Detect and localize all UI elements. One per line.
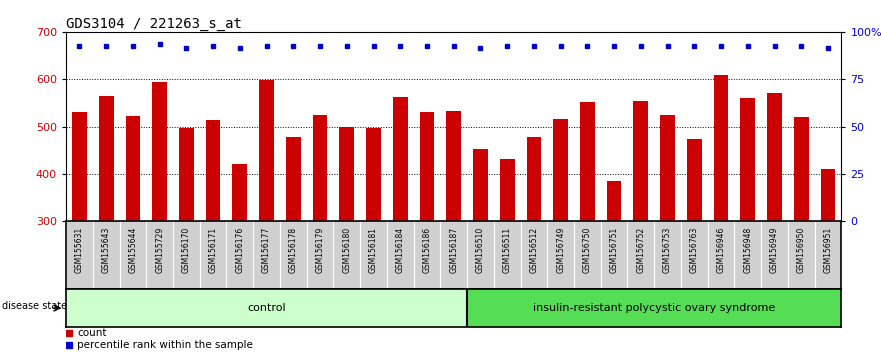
Bar bbox=[527, 137, 541, 221]
Bar bbox=[820, 169, 835, 221]
Text: GSM156511: GSM156511 bbox=[503, 227, 512, 273]
Text: GDS3104 / 221263_s_at: GDS3104 / 221263_s_at bbox=[66, 17, 242, 31]
Bar bbox=[393, 97, 408, 221]
Bar bbox=[339, 127, 354, 221]
Bar bbox=[467, 289, 841, 327]
Bar bbox=[447, 112, 461, 221]
Bar bbox=[259, 80, 274, 221]
Bar bbox=[72, 112, 87, 221]
Bar bbox=[794, 116, 809, 221]
Text: GSM155729: GSM155729 bbox=[155, 227, 164, 273]
Text: GSM156751: GSM156751 bbox=[610, 227, 618, 273]
Text: GSM155643: GSM155643 bbox=[101, 227, 111, 273]
Text: GSM156749: GSM156749 bbox=[556, 227, 565, 273]
Text: GSM156186: GSM156186 bbox=[423, 227, 432, 273]
Text: GSM156176: GSM156176 bbox=[235, 227, 244, 273]
Text: GSM156750: GSM156750 bbox=[583, 227, 592, 273]
Bar bbox=[607, 181, 621, 221]
Text: GSM156178: GSM156178 bbox=[289, 227, 298, 273]
Text: insulin-resistant polycystic ovary syndrome: insulin-resistant polycystic ovary syndr… bbox=[533, 303, 775, 313]
Text: GSM156170: GSM156170 bbox=[181, 227, 191, 273]
Text: GSM156951: GSM156951 bbox=[824, 227, 833, 273]
Bar bbox=[553, 119, 568, 221]
Bar bbox=[580, 102, 595, 221]
Text: GSM156763: GSM156763 bbox=[690, 227, 699, 273]
Bar bbox=[767, 93, 781, 221]
Bar bbox=[233, 164, 248, 221]
Text: GSM156946: GSM156946 bbox=[716, 227, 726, 273]
Text: GSM156187: GSM156187 bbox=[449, 227, 458, 273]
Bar bbox=[633, 101, 648, 221]
Bar bbox=[473, 149, 488, 221]
Bar bbox=[500, 159, 515, 221]
Text: control: control bbox=[248, 303, 286, 313]
Bar bbox=[66, 289, 467, 327]
Text: percentile rank within the sample: percentile rank within the sample bbox=[78, 340, 253, 350]
Text: GSM156177: GSM156177 bbox=[262, 227, 271, 273]
Bar bbox=[126, 116, 140, 221]
Text: GSM156179: GSM156179 bbox=[315, 227, 324, 273]
Bar bbox=[152, 81, 167, 221]
Bar bbox=[366, 129, 381, 221]
Text: GSM156512: GSM156512 bbox=[529, 227, 538, 273]
Text: GSM156180: GSM156180 bbox=[343, 227, 352, 273]
Text: GSM156950: GSM156950 bbox=[796, 227, 806, 273]
Text: GSM155631: GSM155631 bbox=[75, 227, 84, 273]
Bar bbox=[687, 139, 701, 221]
Text: GSM155644: GSM155644 bbox=[129, 227, 137, 273]
Bar bbox=[419, 112, 434, 221]
Text: GSM156184: GSM156184 bbox=[396, 227, 404, 273]
Bar bbox=[99, 96, 114, 221]
Text: GSM156752: GSM156752 bbox=[636, 227, 646, 273]
Text: GSM156949: GSM156949 bbox=[770, 227, 779, 273]
Bar bbox=[206, 120, 220, 221]
Text: count: count bbox=[78, 328, 107, 338]
Text: GSM156181: GSM156181 bbox=[369, 227, 378, 273]
Text: disease state: disease state bbox=[2, 301, 67, 311]
Bar bbox=[660, 115, 675, 221]
Bar bbox=[286, 137, 300, 221]
Text: GSM156171: GSM156171 bbox=[209, 227, 218, 273]
Text: GSM156753: GSM156753 bbox=[663, 227, 672, 273]
Text: GSM156948: GSM156948 bbox=[744, 227, 752, 273]
Text: GSM156510: GSM156510 bbox=[476, 227, 485, 273]
Bar bbox=[179, 128, 194, 221]
Bar bbox=[714, 75, 729, 221]
Bar bbox=[313, 115, 328, 221]
Bar bbox=[740, 98, 755, 221]
